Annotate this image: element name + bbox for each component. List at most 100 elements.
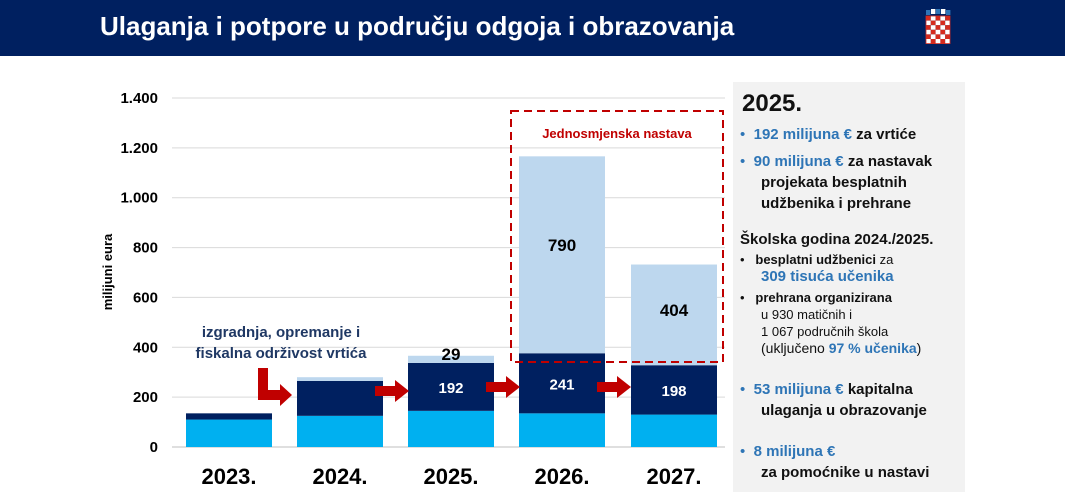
data-label: 404 [660,301,689,320]
bar-segment-kindergarten [631,365,717,415]
bar-segment-kindergarten [186,413,272,420]
y-tick-label: 400 [133,339,158,356]
panel-item-capital: • 53 milijuna € kapitalna ulaganja u obr… [740,381,927,419]
bar-segment-base [631,414,717,447]
x-tick-label: 2026. [534,464,589,489]
red-arrow-icon [486,376,520,398]
bar-segment-base [297,415,383,447]
dashed-annotation-box [510,110,724,363]
crest-square [935,29,941,35]
y-tick-label: 800 [133,240,158,257]
data-label: 790 [548,236,576,255]
y-axis-label: milijuni eura [100,233,115,310]
crest-square [930,29,936,35]
x-tick-label: 2024. [312,464,367,489]
kindergarten-amount: 192 milijuna € [753,126,852,143]
panel-item-textbooks: • 90 milijuna € za nastavak projekata be… [740,153,933,212]
crest-square [940,20,946,26]
crest-square [930,20,936,26]
crest-square [926,16,931,21]
arrow-head [617,376,631,398]
bar-segment-kindergarten [408,362,494,411]
panel-sub-meals: • prehrana organizirana u 930 matičnih i… [740,290,922,356]
bar-segment-top [408,355,494,363]
page-title: Ulaganja i potpore u području odgoja i o… [100,11,735,41]
crest-square [940,25,946,30]
crest-square [930,25,936,30]
crest-square [945,39,950,44]
crest-square [945,29,950,35]
info-panel [733,82,965,492]
data-label: 198 [661,383,686,400]
data-label: 241 [549,376,574,393]
crest-square [926,20,931,26]
crest-square [945,25,950,30]
red-arrow-icon [375,380,409,402]
crest-square [926,34,931,39]
crest-square [930,39,936,44]
crest-square [926,25,931,30]
crest-square [945,16,950,21]
bar-segment-kindergarten [297,380,383,416]
bar-segment-top [519,156,605,354]
meals-percentage: 97 % učenika [828,340,917,356]
students-count: 309 tisuća učenika [761,268,894,285]
crest-square [945,34,950,39]
red-arrow-icon [597,376,631,398]
arrow-shaft [375,386,397,396]
croatian-coat-of-arms-icon [925,9,951,45]
arrow-head [395,380,409,402]
capital-amount: 53 milijuna € [753,381,844,398]
x-tick-label: 2025. [423,464,478,489]
crest-square [935,39,941,44]
stacked-bar-chart: 0 200 400 600 800 1.000 1.200 1.400 milijuni eur… [100,90,725,489]
crest-square [945,20,950,26]
y-tick-label: 600 [133,289,158,306]
crest-square [935,20,941,26]
y-tick-label: 0 [150,439,158,456]
y-tick-label: 1.400 [120,90,158,107]
crest-square [926,29,931,35]
bar-segment-top [297,377,383,381]
crest-square [940,34,946,39]
annotation-text: izgradnja, opremanje i [202,324,360,341]
y-tick-label: 1.000 [120,190,158,207]
arrow-shaft [597,382,619,392]
panel-item-assistants: • 8 milijuna € za pomoćnike u nastavi [740,443,930,481]
header-bar: Ulaganja i potpore u području odgoja i o… [0,0,1065,56]
y-tick-label: 200 [133,389,158,406]
x-tick-label: 2023. [201,464,256,489]
crest-square [930,34,936,39]
arrow-shaft [486,382,508,392]
panel-sub-free-textbooks: • besplatni udžbenici za 309 tisuća učen… [740,252,894,285]
crest-square [926,39,931,44]
x-tick-label: 2027. [646,464,701,489]
crest-square [935,34,941,39]
bar-segment-base [186,419,272,447]
bar-segment-kindergarten [519,353,605,414]
crest-square [940,39,946,44]
l-arrow-shape [258,368,292,406]
l-arrow-icon [258,368,292,406]
crest-square [940,29,946,35]
annotation-box-label: Jednosmjenska nastava [542,126,692,141]
arrow-head [506,376,520,398]
school-year-heading: Školska godina 2024./2025. [740,231,934,248]
panel-year: 2025. [742,90,803,117]
crest-crown [926,9,951,15]
crest-border [925,15,951,45]
crest-square [940,16,946,21]
crest-square [930,16,936,21]
y-tick-label: 1.200 [120,140,158,157]
textbooks-amount: 90 milijuna € [753,153,844,170]
panel-item-kindergartens: • 192 milijuna € za vrtiće [740,126,917,143]
bar-segment-base [408,410,494,447]
bar-segment-base [519,413,605,447]
crest-square [935,16,941,21]
annotation-text: fiskalna održivost vrtića [196,345,368,362]
crest-square [935,25,941,30]
data-label: 29 [442,345,461,364]
data-label: 192 [438,380,463,397]
bar-segment-top [631,264,717,366]
assistants-amount: 8 milijuna € [753,443,836,460]
